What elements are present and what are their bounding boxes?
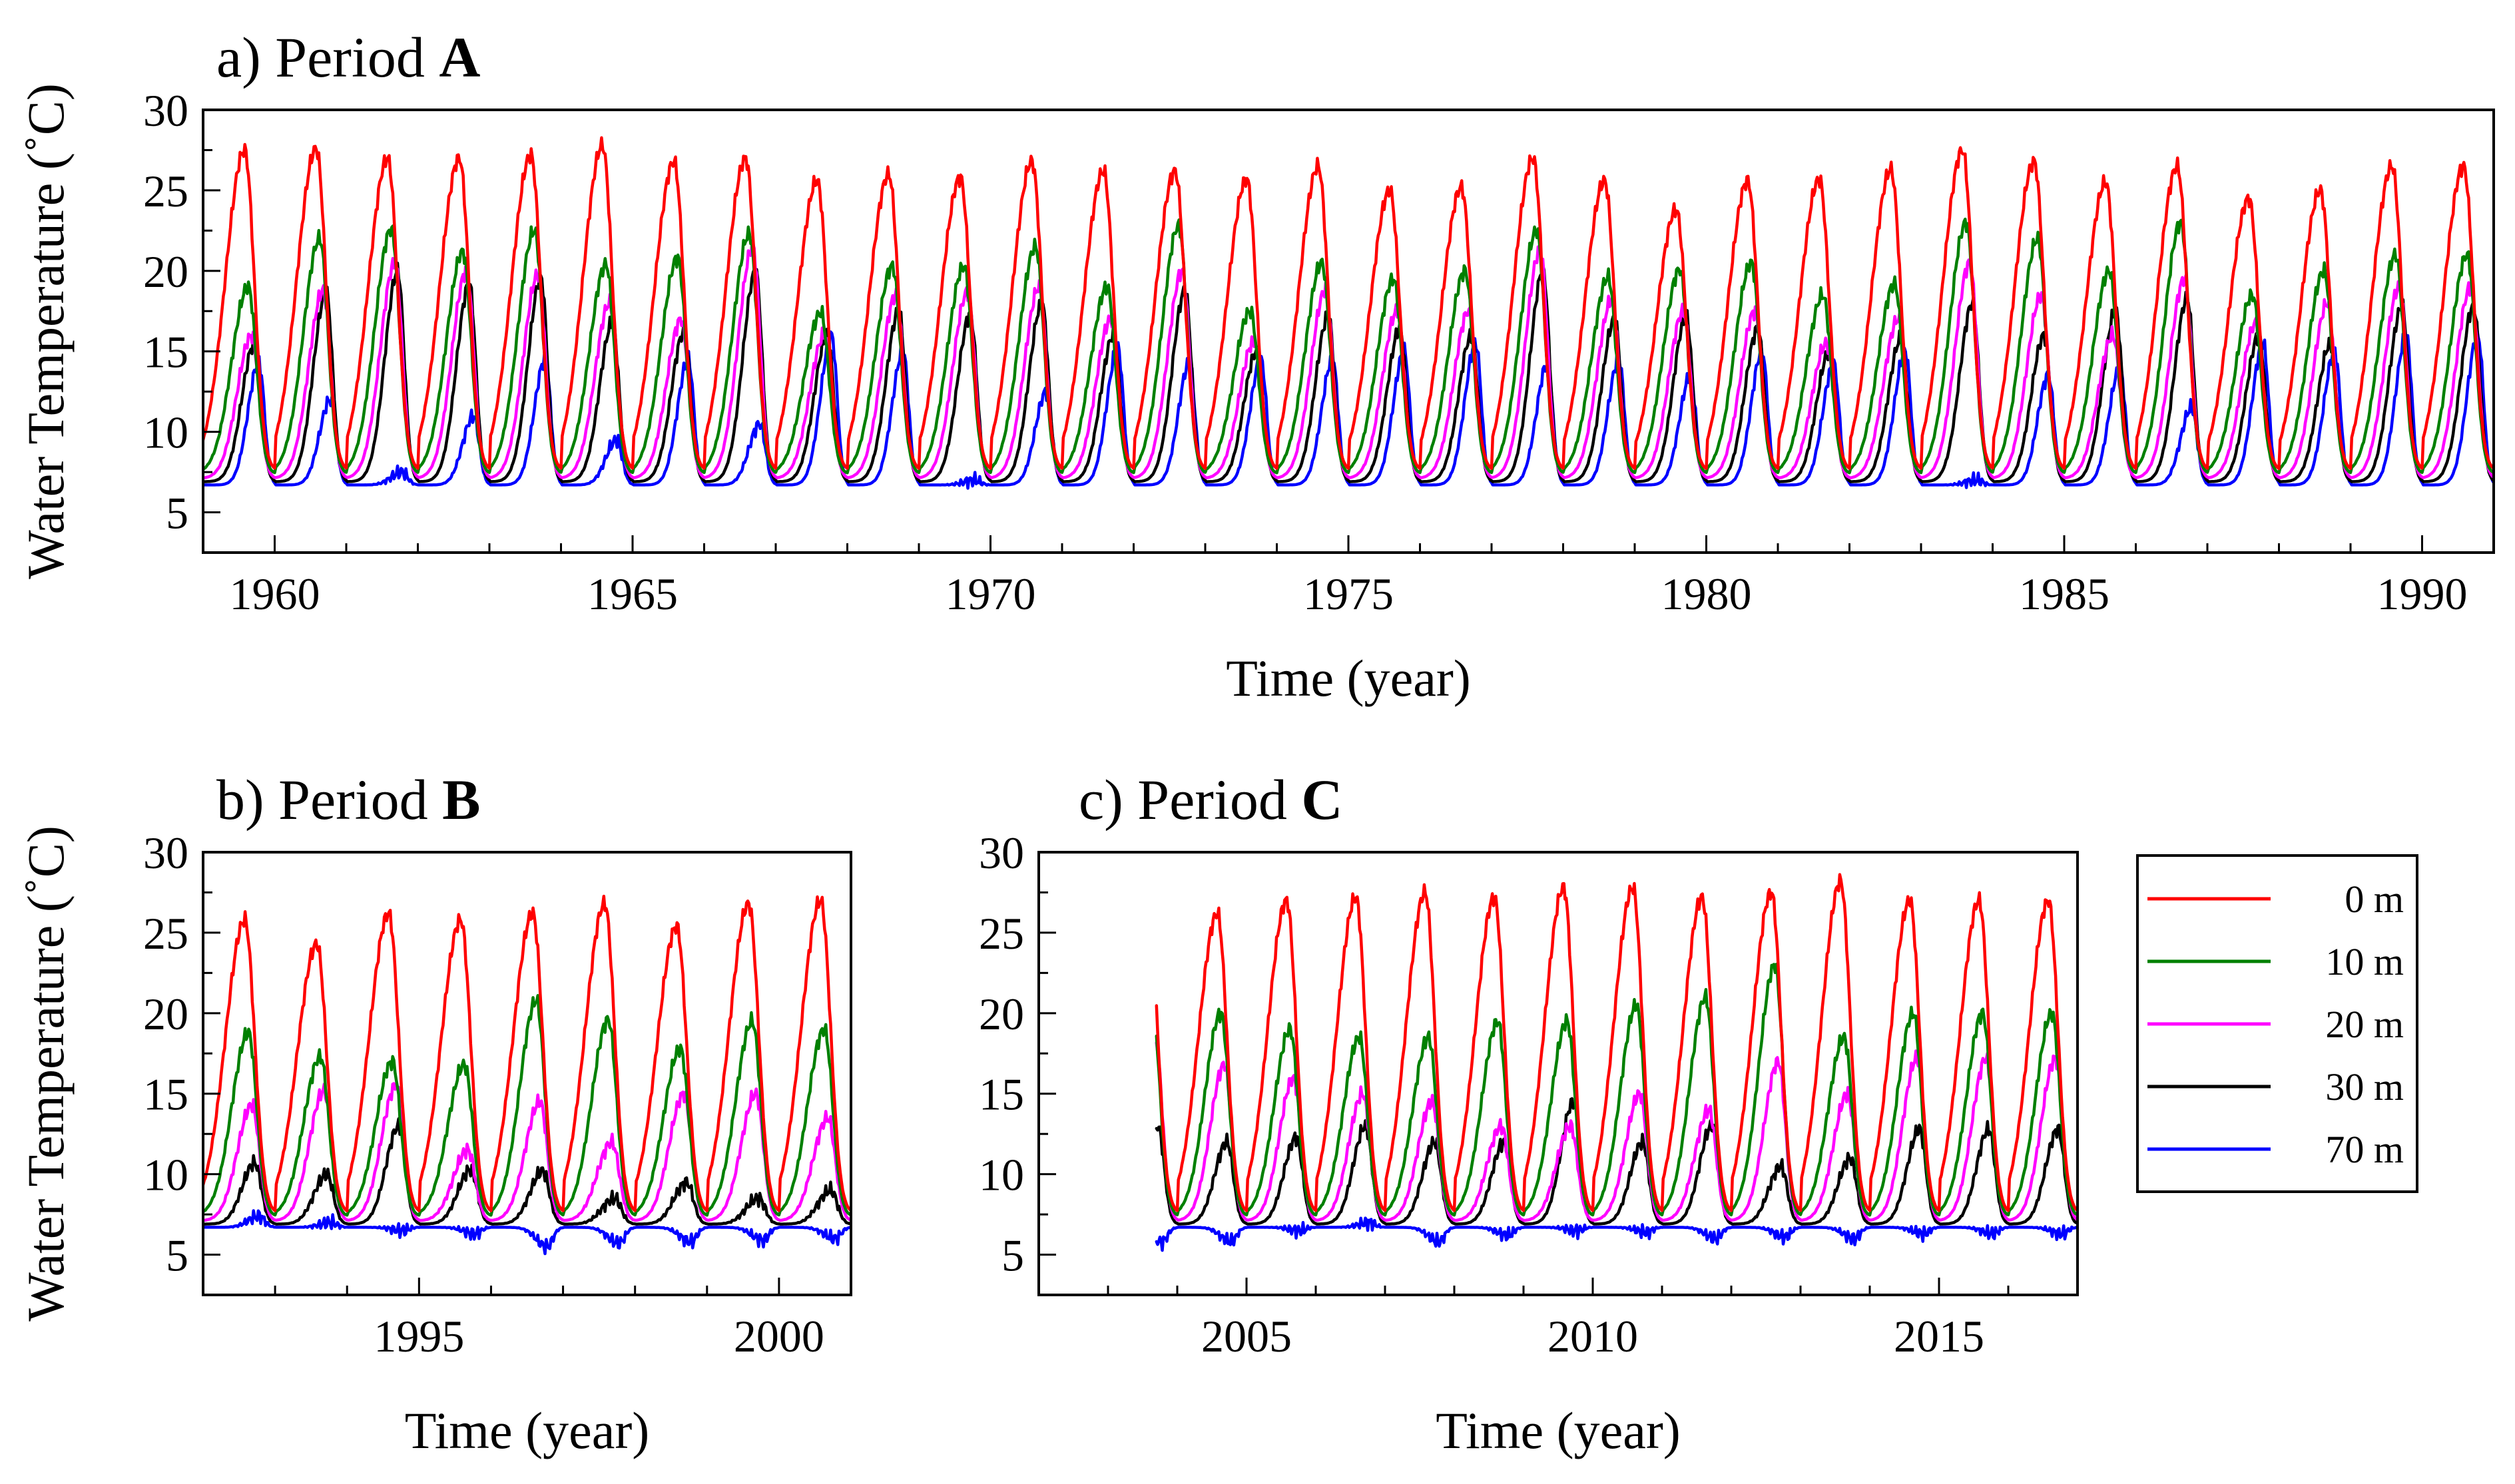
panel-title: b) Period B: [216, 768, 481, 832]
y-tick-label: 20: [143, 989, 188, 1039]
series-line-70m: [203, 327, 2494, 490]
panel-title: a) Period A: [216, 25, 480, 89]
y-tick-label: 30: [979, 828, 1024, 878]
x-tick-label: 1985: [2019, 569, 2109, 619]
x-axis-label: Time (year): [1226, 649, 1471, 707]
panel-a: 5 10 15 20 25 30 1960 1965 1970 1975 1980 1985 1990 T…: [17, 25, 2495, 707]
x-tick-label: 1970: [946, 569, 1036, 619]
legend-label: 30 m: [2325, 1065, 2404, 1109]
x-tick-label: 1980: [1661, 569, 1752, 619]
series-line-20m: [203, 242, 2494, 480]
x-tick-label: 2005: [1201, 1311, 1292, 1361]
panel-title: c) Period C: [1079, 768, 1342, 832]
x-tick-label: 2015: [1894, 1311, 1984, 1361]
plot-frame: [1037, 851, 2079, 1296]
series-line-70m: [1155, 1216, 2078, 1252]
series-line-30m: [203, 1117, 851, 1226]
y-tick-label: 15: [143, 1069, 188, 1120]
y-tick-label: 5: [1001, 1230, 1024, 1281]
y-tick-label: 10: [979, 1150, 1024, 1200]
x-tick-label: 2000: [734, 1311, 824, 1361]
panel-b: 5 10 15 20 25 30 1995 2000 Time (year) Water Temp…: [17, 768, 852, 1459]
x-tick-label: 1960: [230, 569, 320, 619]
x-tick-label: 2010: [1547, 1311, 1638, 1361]
panel-c: 5 10 15 20 25 30 2005 2010 2015 Time (year) c) Per…: [979, 768, 2079, 1459]
series-line-0m: [203, 136, 2494, 471]
x-axis-label: Time (year): [405, 1401, 650, 1459]
legend: 0 m 10 m 20 m 30 m 70 m: [2136, 854, 2418, 1193]
x-axis-label: Time (year): [1436, 1401, 1681, 1459]
plot-frame: [202, 851, 852, 1296]
x-tick-label: 1995: [374, 1311, 464, 1361]
y-tick-label: 5: [166, 488, 188, 539]
x-tick-label: 1990: [2377, 569, 2468, 619]
legend-label: 0 m: [2345, 877, 2404, 921]
y-tick-label: 15: [979, 1069, 1024, 1120]
y-tick-label: 25: [979, 908, 1024, 959]
series-line-0m: [1155, 873, 2078, 1212]
series-line-70m: [203, 1209, 851, 1256]
x-tick-label: 1965: [587, 569, 678, 619]
legend-label: 20 m: [2325, 1003, 2404, 1046]
series-line-20m: [203, 1082, 851, 1222]
series-line-10m: [203, 994, 851, 1217]
y-axis-label: Water Temperature (˚C): [17, 83, 75, 579]
y-tick-label: 15: [143, 327, 188, 377]
y-tick-label: 25: [143, 908, 188, 959]
y-axis-label: Water Temperature (˚C): [17, 826, 75, 1322]
series-line-10m: [203, 217, 2494, 475]
y-tick-label: 25: [143, 166, 188, 216]
x-tick-label: 1975: [1303, 569, 1394, 619]
legend-label: 70 m: [2325, 1128, 2404, 1171]
y-tick-label: 20: [979, 989, 1024, 1039]
y-tick-label: 20: [143, 246, 188, 297]
series-line-30m: [203, 261, 2494, 483]
y-tick-label: 30: [143, 85, 188, 136]
series-line-0m: [203, 894, 851, 1212]
legend-label: 10 m: [2325, 940, 2404, 983]
y-tick-label: 10: [143, 1150, 188, 1200]
y-tick-label: 10: [143, 407, 188, 458]
y-tick-label: 30: [143, 828, 188, 878]
y-tick-label: 5: [166, 1230, 188, 1281]
